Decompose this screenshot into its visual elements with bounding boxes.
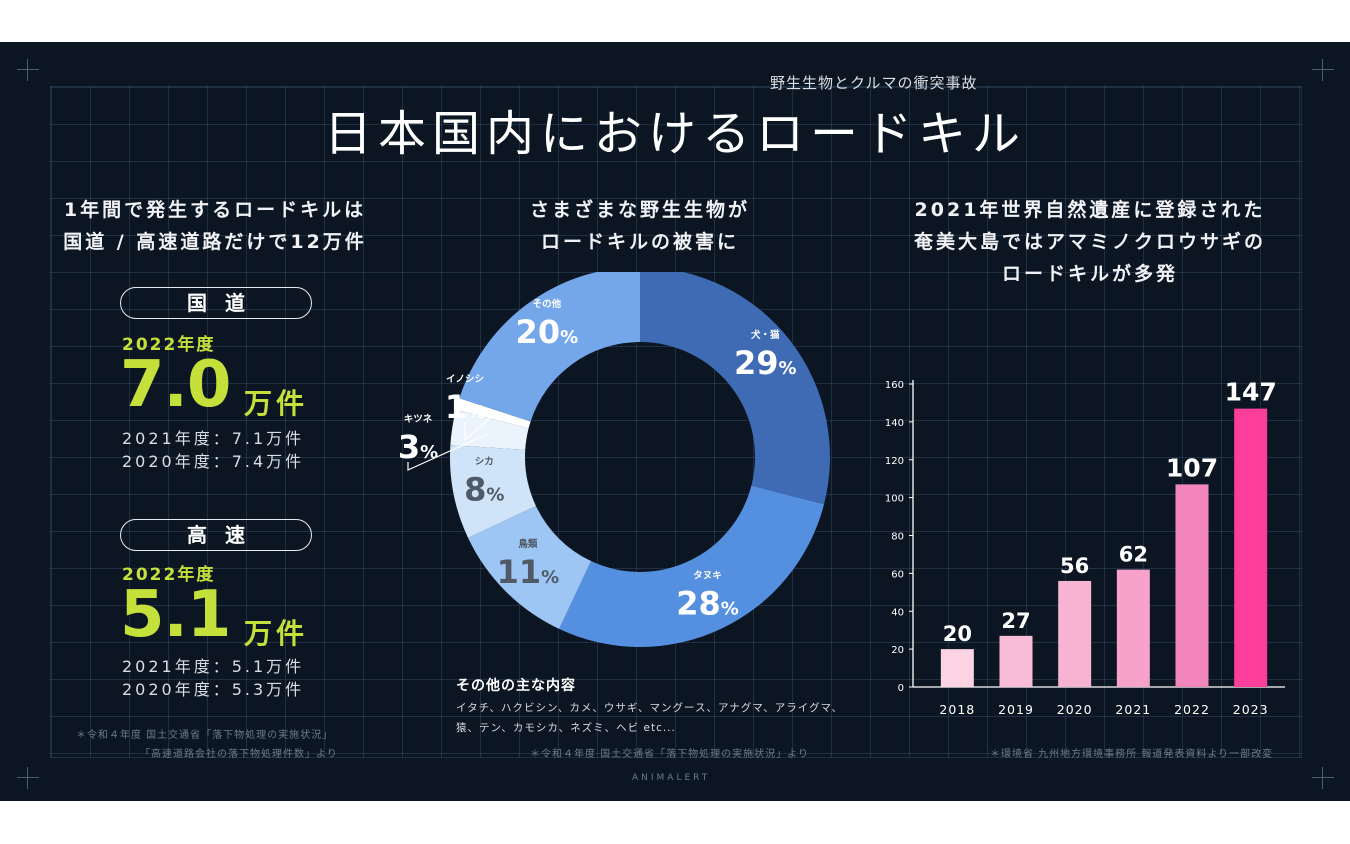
donut-value-label-0: 29%	[734, 344, 797, 382]
donut-value-label-1: 28%	[676, 584, 739, 622]
national-previous: 2021年度：7.1万件 2020年度：7.4万件	[122, 427, 304, 473]
page-title: 日本国内におけるロードキル	[323, 106, 1026, 162]
right-source-note: ＊環境省 九州地方環境事務所 報道発表資料より一部改変	[990, 749, 1274, 760]
rabbit-roadkill-bar-chart: 0 20 40 60 80 100 120 140 160 20 2018 27 2019 56 2020…	[885, 378, 1285, 717]
donut-leader-line-5	[464, 414, 494, 442]
bar-2020	[1058, 580, 1092, 687]
other-species-list: イタチ、ハクビシン、カメ、ウサギ、マングース、アナグマ、アライグマ、 猿、テン、…	[456, 698, 846, 738]
bar-y-tick-label: 20	[891, 645, 904, 656]
other-species-line2: 猿、テン、カモシカ、ネズミ、ヘビ etc...	[456, 722, 676, 734]
other-species-title: その他の主な内容	[456, 678, 576, 694]
brand-logo: ANIMALERT	[632, 773, 711, 783]
national-year-label: 2022年度	[122, 335, 216, 355]
donut-value-label-3: 8%	[464, 471, 504, 509]
national-road-label: 国道	[120, 287, 312, 319]
bar-y-tick-label: 80	[891, 532, 904, 543]
national-value: 7.0	[120, 348, 231, 422]
bar-value-label-2019: 27	[1001, 609, 1030, 633]
national-unit: 万件	[244, 387, 309, 420]
corner-crosshair-icon	[1312, 59, 1334, 81]
bar-2018	[940, 649, 974, 687]
species-donut-chart: 犬・猫 29% タヌキ 28% 鳥類 11% シカ 8% キツネ 3% イノシシ 1% その他 20%	[398, 272, 830, 647]
right-heading-line1: 2021年世界自然遺産に登録された	[914, 199, 1266, 221]
donut-value-label-2: 11%	[497, 553, 560, 591]
highway-previous: 2021年度：5.1万件 2020年度：5.3万件	[122, 655, 304, 701]
donut-category-label-2: 鳥類	[518, 538, 538, 550]
highway-prev-2021: 2021年度：5.1万件	[122, 657, 305, 676]
bar-2019	[999, 635, 1033, 687]
bar-y-tick-label: 140	[885, 418, 904, 429]
national-prev-2021: 2021年度：7.1万件	[122, 429, 305, 448]
bar-category-label-2023: 2023	[1233, 702, 1269, 717]
donut-value-label-4: 3%	[398, 428, 438, 466]
bar-category-label-2021: 2021	[1115, 702, 1151, 717]
background-grid	[50, 86, 1302, 758]
bar-y-tick-label: 60	[891, 569, 904, 580]
middle-heading: さまざまな野生生物が ロードキルの被害に	[455, 194, 825, 258]
bar-value-label-2020: 56	[1060, 554, 1089, 578]
donut-category-label-5: イノシシ	[446, 374, 484, 385]
bar-y-tick-label: 40	[891, 607, 904, 618]
bar-category-label-2022: 2022	[1174, 702, 1210, 717]
bar-category-label-2019: 2019	[998, 702, 1034, 717]
bar-2023	[1234, 408, 1268, 687]
national-prev-2020: 2020年度：7.4万件	[122, 452, 305, 471]
bar-y-tick-label: 0	[898, 683, 904, 694]
right-heading-line2: 奄美大島ではアマミノクロウサギの	[913, 231, 1266, 253]
bar-category-label-2020: 2020	[1057, 702, 1093, 717]
bar-2021	[1116, 569, 1150, 687]
donut-slice-4	[450, 409, 529, 450]
right-heading-line3: ロードキルが多発	[1001, 263, 1178, 285]
bar-y-tick-label: 160	[885, 380, 904, 391]
left-heading-line2: 国道 / 高速道路だけで12万件	[63, 231, 367, 253]
infographic-panel: 野生生物とクルマの衝突事故 日本国内におけるロードキル 1年間で発生するロードキ…	[0, 42, 1350, 801]
donut-slice-6	[459, 272, 640, 422]
middle-source-note: ＊令和４年度 国土交通省「落下物処理の実施状況」より	[530, 749, 809, 760]
bar-value-label-2022: 107	[1166, 453, 1218, 482]
right-heading: 2021年世界自然遺産に登録された 奄美大島ではアマミノクロウサギの ロードキル…	[885, 194, 1295, 290]
bar-category-label-2018: 2018	[939, 702, 975, 717]
highway-prev-2020: 2020年度：5.3万件	[122, 680, 305, 699]
donut-slice-2	[468, 505, 592, 629]
donut-value-label-5: 1%	[445, 388, 485, 426]
highway-unit: 万件	[244, 617, 309, 650]
highway-value: 5.1	[120, 578, 231, 652]
bar-y-tick-label: 120	[885, 456, 904, 467]
donut-slice-3	[450, 445, 536, 538]
donut-category-label-6: その他	[533, 298, 562, 310]
page-subtitle: 野生生物とクルマの衝突事故	[770, 74, 978, 92]
left-source-note-1: ＊令和４年度 国土交通省「落下物処理の実施状況」	[76, 730, 334, 741]
donut-slice-5	[455, 398, 531, 429]
corner-crosshair-icon	[17, 767, 39, 789]
donut-category-label-0: 犬・猫	[750, 329, 780, 341]
left-heading: 1年間で発生するロードキルは 国道 / 高速道路だけで12万件	[30, 194, 400, 258]
donut-leader-line-4	[407, 432, 490, 471]
bar-2022	[1175, 484, 1209, 687]
middle-heading-line1: さまざまな野生生物が	[529, 199, 750, 221]
donut-slice-0	[640, 272, 830, 505]
donut-slice-1	[559, 485, 825, 647]
donut-category-label-1: タヌキ	[693, 569, 722, 581]
corner-crosshair-icon	[1312, 767, 1334, 789]
corner-crosshair-icon	[17, 59, 39, 81]
left-source-note-2: 「高速道路会社の落下物処理件数」より	[140, 749, 338, 760]
left-heading-line1: 1年間で発生するロードキルは	[63, 199, 367, 221]
donut-value-label-6: 20%	[516, 313, 579, 351]
bar-value-label-2023: 147	[1225, 378, 1277, 407]
bar-value-label-2021: 62	[1119, 543, 1148, 567]
donut-category-label-4: キツネ	[404, 414, 433, 425]
bar-y-tick-label: 100	[885, 494, 904, 505]
highway-label: 高速	[120, 519, 312, 551]
other-species-line1: イタチ、ハクビシン、カメ、ウサギ、マングース、アナグマ、アライグマ、	[456, 702, 844, 714]
donut-category-label-3: シカ	[475, 457, 494, 468]
highway-year-label: 2022年度	[122, 565, 216, 585]
bar-value-label-2018: 20	[943, 622, 972, 646]
middle-heading-line2: ロードキルの被害に	[540, 231, 739, 253]
